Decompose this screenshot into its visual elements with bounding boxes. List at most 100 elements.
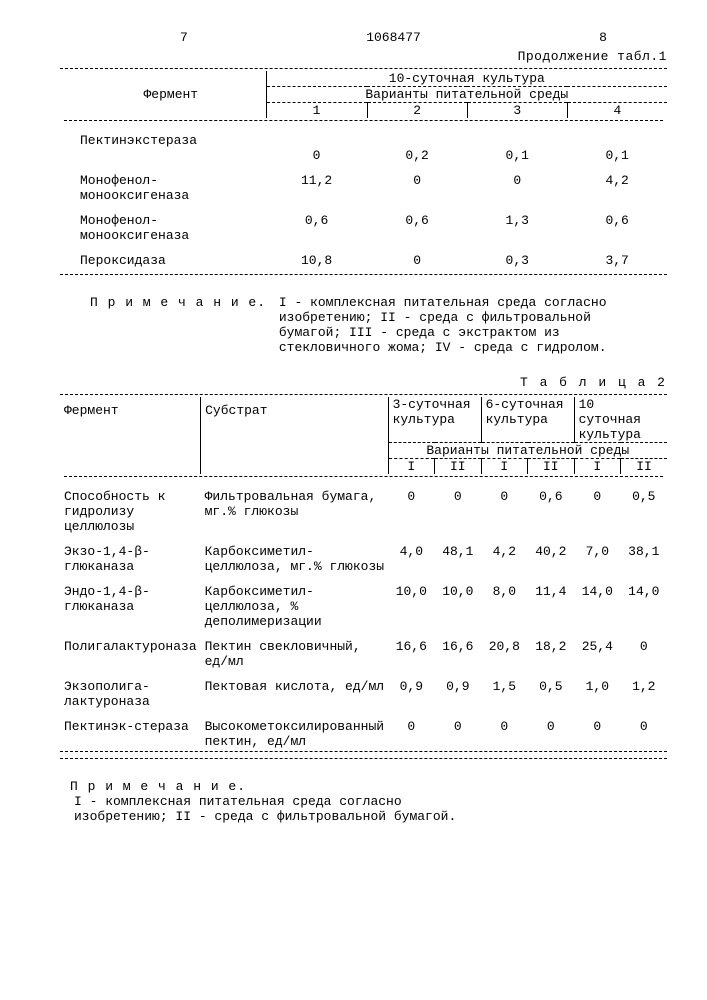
t2-group-3: 10 суточная культура (574, 397, 667, 443)
doc-number: 1068477 (366, 30, 421, 45)
t1-variant-2: 2 (367, 103, 467, 119)
t2-cell: 7,0 (574, 534, 621, 574)
t2-enzyme: Способность к гидролизу целлюлозы (60, 479, 201, 534)
t2-variant: I (388, 459, 435, 475)
t1-cell: 0,6 (266, 203, 367, 243)
t2-enzyme: Экзо-1,4-β-глюканаза (60, 534, 201, 574)
t2-cell: 0 (621, 629, 667, 669)
table2-title: Т а б л и ц а 2 (60, 375, 667, 390)
t2-cell: 0 (574, 479, 621, 534)
t1-cell: 11,2 (266, 163, 367, 203)
table2-note: П р и м е ч а н и е. I - комплексная пит… (70, 779, 667, 824)
t2-cell: 0 (574, 709, 621, 749)
t2-enzyme: Пектинэк-стераза (60, 709, 201, 749)
t2-cell: 0,5 (621, 479, 667, 534)
note-label: П р и м е ч а н и е. (70, 779, 246, 794)
t1-cell: 4,2 (567, 163, 667, 203)
t2-variant: I (574, 459, 621, 475)
t1-cell: 1,3 (467, 203, 567, 243)
page-header: 7 1068477 8 (60, 30, 667, 45)
t2-variant: I (481, 459, 528, 475)
t2-cell: 10,0 (388, 574, 435, 629)
t2-cell: 1,5 (481, 669, 528, 709)
note-body: I - комплексная питательная среда соглас… (279, 295, 619, 355)
page-num-right: 8 (599, 30, 607, 45)
table1-note: П р и м е ч а н и е. I - комплексная пит… (90, 295, 667, 355)
t1-enzyme: Монофенол-монооксигеназа (60, 163, 266, 203)
t2-cell: 25,4 (574, 629, 621, 669)
t2-variant: II (621, 459, 667, 475)
t1-cell: 0,6 (367, 203, 467, 243)
t1-cell: 0 (367, 163, 467, 203)
t2-cell: 1,0 (574, 669, 621, 709)
t2-cell: 0,9 (435, 669, 482, 709)
table-2: Фермент Субстрат 3-суточная культура 6-с… (60, 397, 667, 749)
t2-cell: 16,6 (388, 629, 435, 669)
t2-cell: 0 (435, 479, 482, 534)
t1-cell: 10,8 (266, 243, 367, 268)
t2-cell: 4,2 (481, 534, 528, 574)
t2-substrate: Пектин свекловичный, ед/мл (201, 629, 388, 669)
t2-cell: 0 (388, 479, 435, 534)
t2-cell: 11,4 (528, 574, 575, 629)
t2-cell: 0 (481, 709, 528, 749)
t1-cell: 3,7 (567, 243, 667, 268)
t1-enzyme: Пектинэкстераза (60, 123, 266, 148)
t2-variant: II (435, 459, 482, 475)
t1-cell (266, 123, 367, 148)
t2-cell: 8,0 (481, 574, 528, 629)
t1-cell: 0 (467, 163, 567, 203)
t2-cell: 38,1 (621, 534, 667, 574)
t2-group-1: 3-суточная культура (388, 397, 481, 443)
t2-enzyme-header: Фермент (60, 397, 201, 474)
table-1: Фермент 10-суточная культура Варианты пи… (60, 71, 667, 268)
t1-cell: 0 (367, 243, 467, 268)
t2-cell: 0,6 (528, 479, 575, 534)
t2-substrate: Высокометоксилированный пектин, ед/мл (201, 709, 388, 749)
t1-cell: 0,6 (567, 203, 667, 243)
t1-variant-3: 3 (467, 103, 567, 119)
t2-cell: 14,0 (574, 574, 621, 629)
t2-cell: 14,0 (621, 574, 667, 629)
t2-substrate: Карбоксиметил-целлюлоза, мг.% глюкозы (201, 534, 388, 574)
t2-enzyme: Эндо-1,4-β-глюканаза (60, 574, 201, 629)
note-label: П р и м е ч а н и е. (90, 295, 266, 310)
t2-cell: 20,8 (481, 629, 528, 669)
t2-cell: 18,2 (528, 629, 575, 669)
t2-cell: 16,6 (435, 629, 482, 669)
t2-cell: 0,9 (388, 669, 435, 709)
t1-cell: 0,1 (567, 148, 667, 163)
t2-cell: 40,2 (528, 534, 575, 574)
t2-enzyme: Полигалактуроназа (60, 629, 201, 669)
t1-variant-1: 1 (266, 103, 367, 119)
t1-sub-header: Варианты питательной среды (266, 87, 667, 103)
t2-cell: 0 (388, 709, 435, 749)
t2-cell: 1,2 (621, 669, 667, 709)
t1-enzyme: Монофенол-монооксигеназа (60, 203, 266, 243)
t2-substrate-header: Субстрат (201, 397, 388, 474)
t2-cell: 0 (528, 709, 575, 749)
t1-cell: 0 (266, 148, 367, 163)
t2-sub-header: Варианты питательной среды (388, 443, 667, 459)
t1-enzyme-header: Фермент (60, 71, 266, 118)
t2-cell: 0 (435, 709, 482, 749)
t1-cell: 0,2 (367, 148, 467, 163)
note-body: I - комплексная питательная среда соглас… (74, 794, 494, 824)
t2-enzyme: Экзополига-лактуроназа (60, 669, 201, 709)
continuation-label: Продолжение табл.1 (60, 49, 667, 64)
t1-cell: 0,3 (467, 243, 567, 268)
t2-variant: II (528, 459, 575, 475)
t2-cell: 10,0 (435, 574, 482, 629)
t2-cell: 48,1 (435, 534, 482, 574)
t1-variant-4: 4 (567, 103, 667, 119)
t2-cell: 0 (481, 479, 528, 534)
t1-super-header: 10-суточная культура (266, 71, 667, 87)
page-num-left: 7 (180, 30, 188, 45)
t1-cell: 0,1 (467, 148, 567, 163)
t2-substrate: Карбоксиметил-целлюлоза, % деполимеризац… (201, 574, 388, 629)
t2-substrate: Пектовая кислота, ед/мл (201, 669, 388, 709)
t2-cell: 4,0 (388, 534, 435, 574)
t2-substrate: Фильтровальная бумага, мг.% глюкозы (201, 479, 388, 534)
t1-enzyme: Пероксидаза (60, 243, 266, 268)
t2-cell: 0,5 (528, 669, 575, 709)
